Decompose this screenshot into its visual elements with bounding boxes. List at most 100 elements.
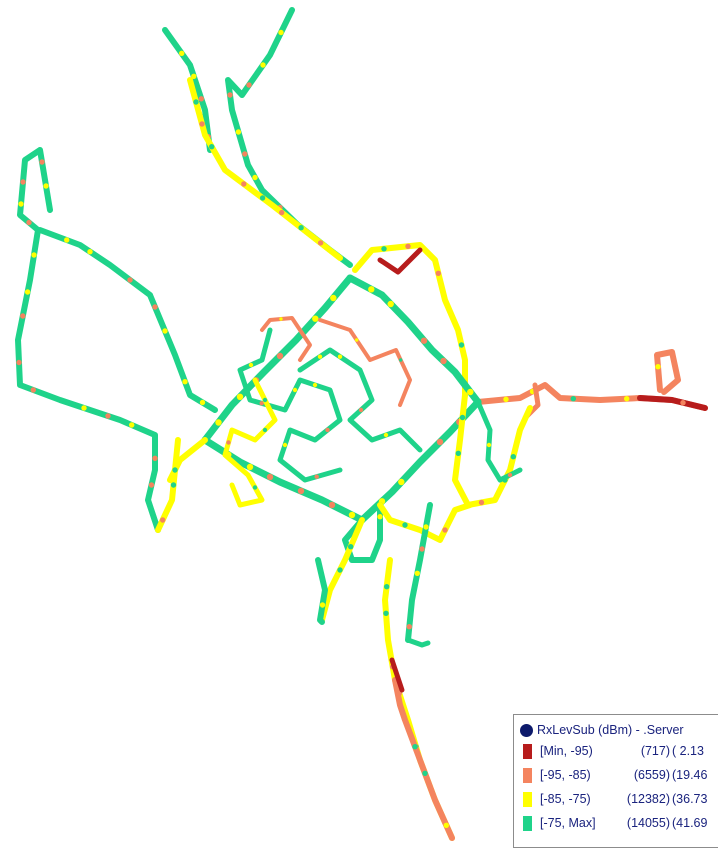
- sample-point: [455, 450, 461, 456]
- legend-count: (717): [640, 744, 670, 758]
- sample-point: [317, 240, 324, 246]
- sample-point: [292, 387, 298, 393]
- sample-point: [458, 342, 465, 348]
- sample-point: [402, 522, 408, 528]
- sample-point: [242, 151, 248, 157]
- sample-point: [199, 399, 206, 406]
- drive-route-17: [318, 318, 412, 407]
- sample-point: [30, 387, 36, 393]
- sample-point: [414, 570, 420, 576]
- sample-point: [179, 50, 185, 56]
- sample-point: [87, 249, 93, 255]
- sample-point: [405, 243, 411, 249]
- drive-route-22: [342, 502, 383, 563]
- sample-point: [330, 294, 337, 302]
- sample-point: [297, 487, 305, 495]
- sample-point: [259, 195, 266, 201]
- legend-row-75-max: [-75, Max] (14055) (41.69: [523, 813, 707, 833]
- legend-panel: RxLevSub (dBm) - .Server [Min, -95) (717…: [513, 714, 718, 848]
- drive-route-12: [201, 274, 354, 444]
- legend-swatch-yellow: [523, 791, 532, 807]
- sample-point: [406, 624, 412, 630]
- drive-route-15: [237, 327, 343, 483]
- sample-point: [259, 401, 264, 406]
- sample-point: [655, 364, 661, 370]
- sample-point: [337, 354, 343, 359]
- sample-point: [129, 422, 135, 428]
- drive-route-8: [637, 395, 708, 411]
- sample-point: [570, 396, 576, 402]
- sample-point: [262, 397, 268, 403]
- legend-swatch-dark-red: [523, 743, 532, 759]
- legend-percent: ( 2.13: [672, 744, 704, 758]
- sample-point: [368, 286, 375, 293]
- sample-point: [278, 29, 284, 36]
- sample-point: [198, 96, 204, 102]
- sample-point: [81, 405, 87, 411]
- sample-point: [246, 463, 254, 471]
- legend-title-dot-icon: [520, 723, 533, 737]
- drive-route-19: [222, 377, 278, 508]
- drive-route-9: [654, 349, 681, 395]
- sample-point: [384, 584, 390, 590]
- sample-point: [266, 473, 274, 481]
- legend-title-row: RxLevSub (dBm) - .Server: [520, 720, 684, 740]
- sample-point: [399, 358, 403, 362]
- legend-row-min-95: [Min, -95) (717) ( 2.13: [523, 741, 704, 761]
- sample-point: [478, 499, 485, 506]
- legend-row-85-75: [-85, -75) (12382) (36.73: [523, 789, 707, 809]
- sample-point: [387, 300, 394, 308]
- sample-point: [246, 82, 252, 88]
- legend-range: [Min, -95): [540, 744, 593, 758]
- sample-point: [436, 438, 444, 446]
- sample-point: [43, 183, 49, 189]
- legend-swatch-green: [523, 815, 532, 831]
- drive-route-5: [352, 242, 468, 398]
- sample-point: [510, 454, 516, 460]
- sample-point: [262, 427, 268, 433]
- sample-point: [241, 181, 247, 187]
- legend-swatch-orange: [523, 767, 532, 783]
- drive-route-24: [377, 502, 473, 543]
- sample-point: [127, 277, 133, 283]
- sample-point: [105, 413, 111, 419]
- sample-point: [467, 388, 474, 396]
- drive-route-11: [346, 274, 482, 406]
- sample-point: [199, 121, 205, 127]
- drive-route-21: [167, 437, 208, 483]
- sample-point: [162, 328, 168, 334]
- sample-point: [298, 225, 304, 231]
- sample-point: [252, 174, 258, 181]
- legend-range: [-85, -75): [540, 792, 591, 806]
- route-layer: [15, 7, 708, 841]
- sample-point: [252, 485, 258, 490]
- sample-point: [235, 129, 242, 135]
- sample-point: [328, 501, 336, 509]
- legend-count: (14055): [626, 816, 670, 830]
- drive-route-0: [15, 147, 161, 533]
- sample-point: [680, 400, 686, 406]
- sample-point: [170, 482, 177, 488]
- sample-point: [486, 442, 492, 448]
- drive-route-30: [392, 677, 455, 841]
- legend-percent: (41.69: [672, 816, 708, 830]
- sample-point: [182, 379, 188, 385]
- sample-point: [279, 209, 285, 216]
- sample-point: [148, 482, 155, 488]
- sample-point: [442, 527, 448, 533]
- sample-point: [319, 602, 326, 608]
- drive-route-4: [187, 77, 343, 261]
- sample-point: [20, 313, 26, 319]
- sample-point: [16, 359, 22, 366]
- legend-percent: (36.73: [672, 792, 708, 806]
- sample-point: [348, 544, 354, 550]
- legend-row-95-85: [-95, -85) (6559) (19.46: [523, 765, 707, 785]
- sample-point: [193, 99, 199, 105]
- sample-point: [348, 511, 356, 519]
- drive-route-28: [405, 637, 431, 648]
- sample-point: [248, 362, 254, 368]
- sample-point: [312, 315, 319, 322]
- sample-point: [383, 610, 389, 616]
- drive-route-6: [377, 247, 423, 275]
